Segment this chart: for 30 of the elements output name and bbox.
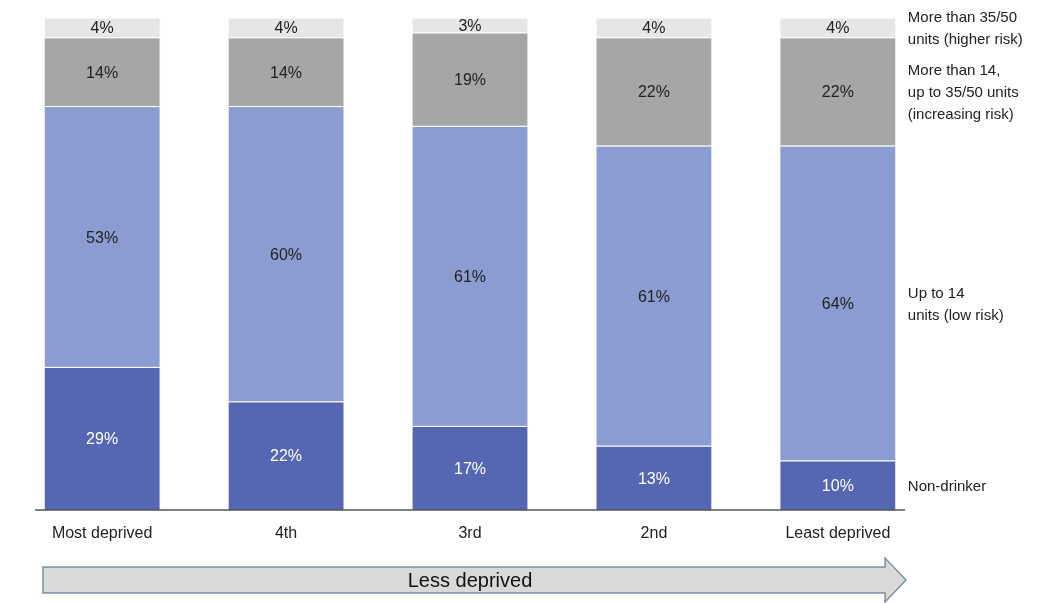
data-label: 17%: [453, 459, 487, 477]
series-label: Non-drinker: [907, 476, 987, 494]
series-label: More than 35/50 units (higher risk): [907, 8, 1023, 48]
data-label: 10%: [821, 477, 854, 494]
data-label: 3%: [458, 16, 482, 34]
data-label: 22%: [270, 447, 303, 465]
data-label: 61%: [637, 287, 670, 305]
data-label: 22%: [637, 83, 670, 101]
data-label: 4%: [826, 19, 850, 37]
data-label: 60%: [270, 245, 303, 263]
series-label: More than 14, up to 35/50 units (increasing risk): [907, 61, 1019, 123]
data-label: 29%: [86, 430, 119, 448]
data-label: 19%: [453, 71, 487, 89]
data-label: 4%: [642, 19, 666, 37]
data-label: 4%: [274, 19, 298, 37]
text: Less deprived: [407, 569, 533, 591]
x-tick-label: 2nd: [640, 523, 668, 541]
data-label: 64%: [821, 294, 854, 312]
data-label: 61%: [453, 267, 487, 285]
x-tick-label: 3rd: [458, 523, 482, 541]
series-label: Up to 14 units (low risk): [907, 283, 1004, 323]
data-label: 14%: [270, 63, 303, 81]
data-label: 13%: [637, 469, 670, 487]
data-label: 4%: [90, 19, 114, 37]
x-tick-label: Most deprived: [51, 523, 153, 541]
x-tick-label: 4th: [274, 523, 298, 541]
x-tick-label: Least deprived: [785, 523, 891, 541]
data-label: 22%: [821, 83, 854, 101]
data-label: 53%: [86, 228, 119, 246]
data-label: 14%: [86, 63, 119, 81]
